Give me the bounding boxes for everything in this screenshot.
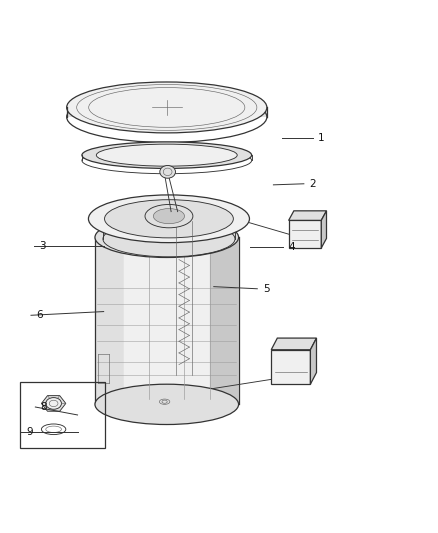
- Polygon shape: [95, 232, 124, 405]
- Polygon shape: [271, 350, 311, 384]
- Ellipse shape: [96, 144, 237, 166]
- Text: 5: 5: [263, 284, 269, 294]
- Polygon shape: [311, 338, 317, 384]
- Ellipse shape: [95, 384, 239, 424]
- Text: 4: 4: [289, 243, 295, 253]
- Ellipse shape: [105, 200, 233, 238]
- Ellipse shape: [67, 82, 267, 133]
- Text: 3: 3: [39, 241, 46, 252]
- Text: 6: 6: [36, 310, 43, 320]
- Text: 8: 8: [41, 402, 47, 412]
- Ellipse shape: [160, 165, 176, 178]
- Polygon shape: [210, 232, 239, 405]
- Polygon shape: [95, 240, 239, 405]
- Polygon shape: [67, 108, 267, 117]
- Ellipse shape: [159, 399, 170, 405]
- Ellipse shape: [88, 195, 250, 243]
- Text: 1: 1: [318, 133, 325, 143]
- Ellipse shape: [145, 205, 193, 228]
- Text: 9: 9: [26, 427, 33, 437]
- Text: 2: 2: [309, 179, 316, 189]
- Polygon shape: [321, 211, 326, 248]
- Polygon shape: [289, 220, 321, 248]
- Bar: [20, 382, 105, 448]
- Ellipse shape: [153, 208, 184, 224]
- Ellipse shape: [95, 217, 239, 257]
- Polygon shape: [289, 211, 326, 220]
- Polygon shape: [42, 395, 66, 411]
- Ellipse shape: [82, 142, 252, 168]
- Ellipse shape: [46, 398, 61, 409]
- Polygon shape: [271, 338, 317, 350]
